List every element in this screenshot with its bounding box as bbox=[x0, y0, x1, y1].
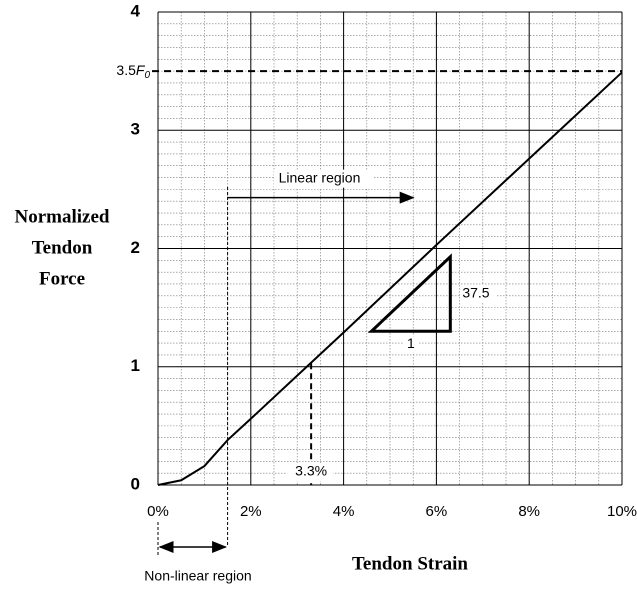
label-bg bbox=[287, 463, 334, 481]
y-axis-title: Force bbox=[39, 268, 85, 289]
x-tick-label: 4% bbox=[333, 503, 355, 520]
reference-label: 3.5F0 bbox=[116, 62, 150, 81]
region-label: Non-linear region bbox=[144, 568, 251, 584]
y-tick-label: 2 bbox=[131, 238, 140, 257]
x-tick-label: 6% bbox=[426, 503, 448, 520]
x-tick-label: 8% bbox=[518, 503, 540, 520]
slope-triangle bbox=[367, 253, 452, 333]
y-tick-label: 1 bbox=[131, 356, 140, 375]
region-label: Linear region bbox=[279, 169, 361, 185]
y-tick-label: 4 bbox=[131, 1, 141, 20]
x-tick-label: 2% bbox=[240, 503, 262, 520]
reference-label-part: 3.5 bbox=[116, 62, 136, 78]
y-axis-title: Normalized bbox=[15, 206, 110, 227]
strain-label: 3.3% bbox=[295, 463, 327, 479]
label-bg bbox=[402, 336, 419, 353]
data-line bbox=[157, 71, 623, 486]
slope-run-label: 1 bbox=[407, 335, 415, 351]
reference-label-part: 0 bbox=[144, 70, 150, 81]
x-tick-label: 0% bbox=[147, 503, 169, 520]
label-bg bbox=[460, 285, 497, 304]
y-tick-label: 0 bbox=[131, 474, 140, 493]
y-tick-label: 3 bbox=[131, 120, 140, 139]
slope-rise-label: 37.5 bbox=[462, 285, 489, 301]
reference-label-part: F bbox=[136, 62, 146, 78]
y-axis-title: Tendon bbox=[32, 237, 93, 258]
x-axis-title: Tendon Strain bbox=[352, 553, 468, 574]
label-bg bbox=[274, 169, 374, 188]
x-tick-label: 10% bbox=[607, 503, 637, 520]
